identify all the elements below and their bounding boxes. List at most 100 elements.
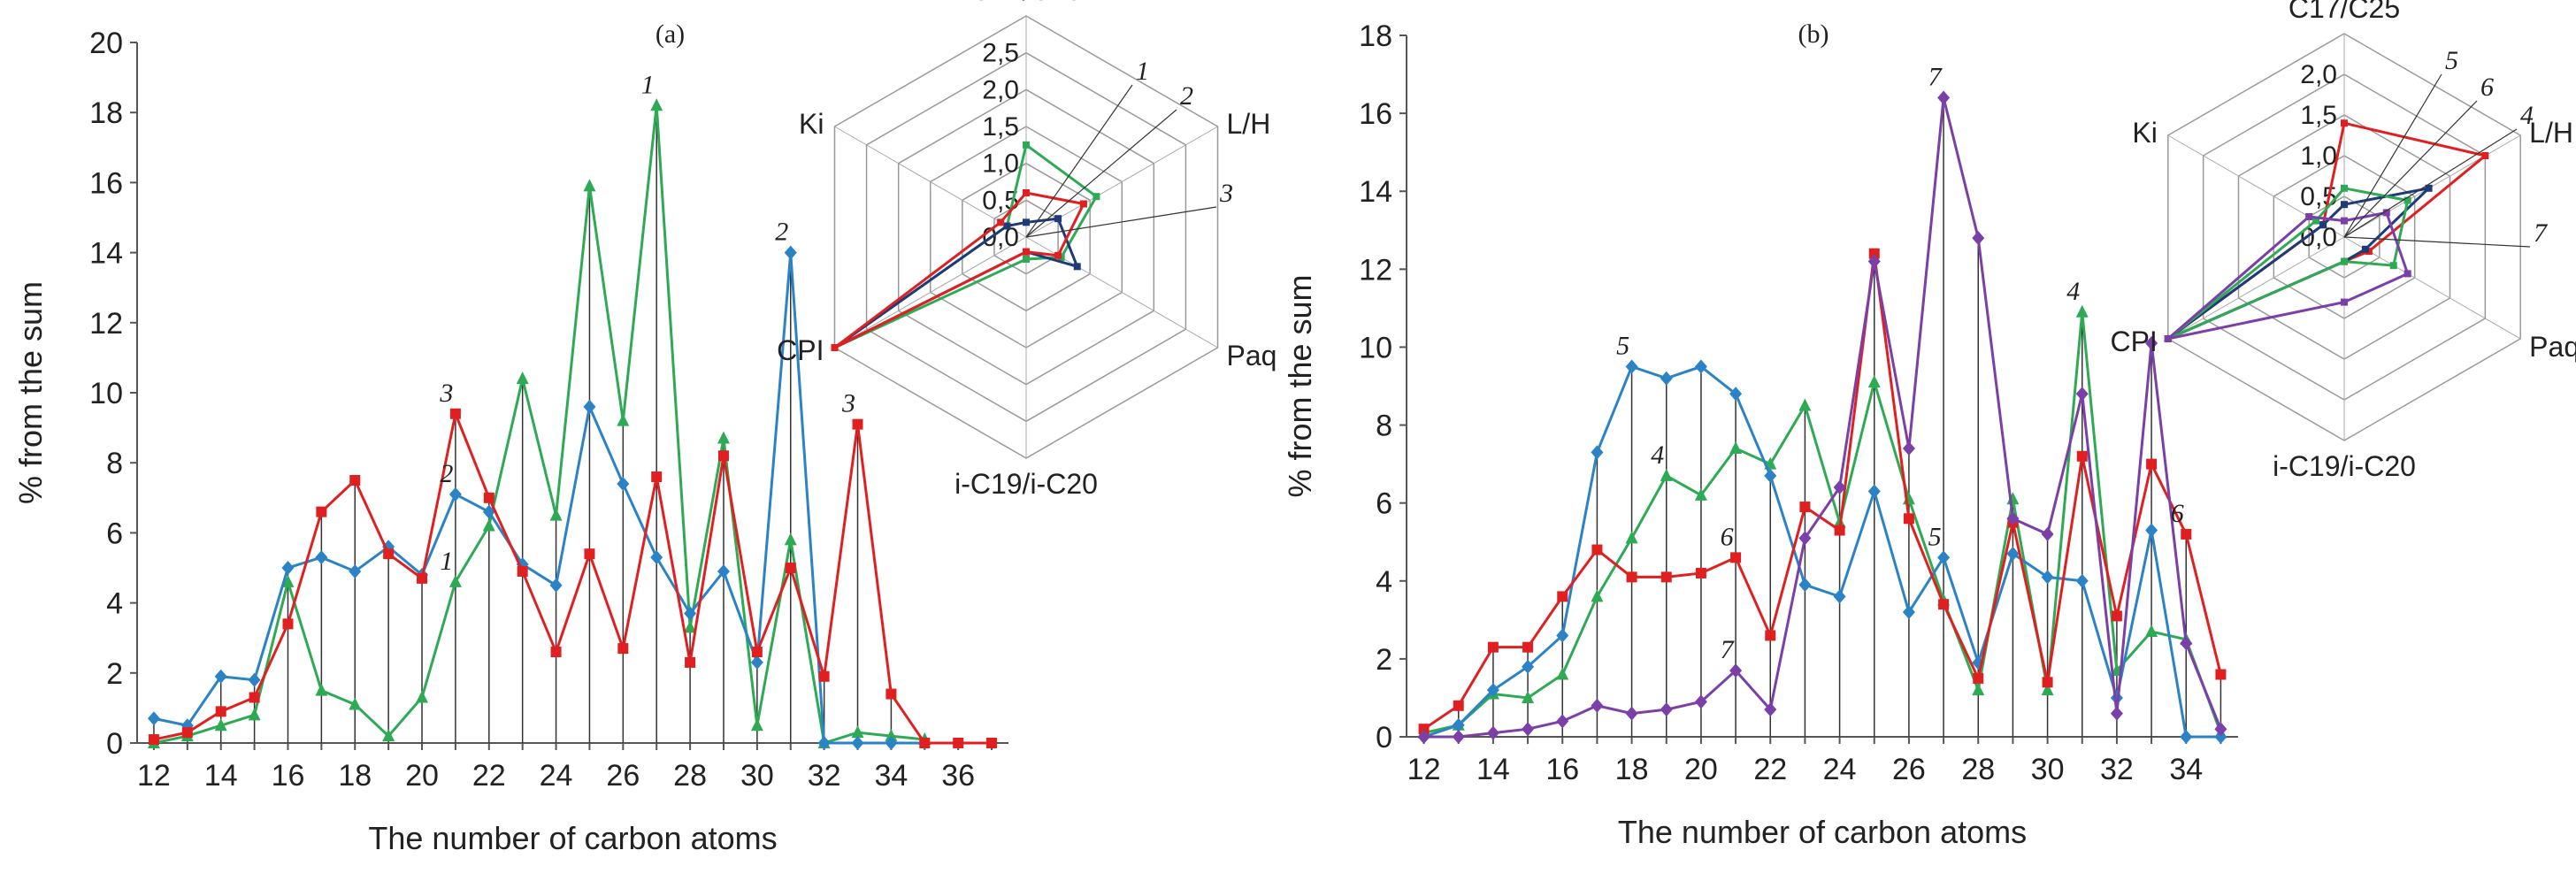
series-1-point-19	[784, 532, 797, 546]
radar-axis-label: i-C19/i-C20	[954, 468, 1098, 500]
x-tick-label: 32	[808, 759, 841, 793]
series-2-point-14	[617, 476, 630, 491]
series-2-point-10	[482, 504, 495, 519]
radar-series-7-point-4	[2164, 335, 2172, 342]
radar-series-number-label: 6	[2480, 73, 2494, 102]
x-tick-label: 18	[338, 759, 372, 793]
x-tick-label: 20	[1684, 753, 1718, 786]
radar-spoke	[2343, 236, 2521, 340]
series-3-point-20	[818, 670, 830, 682]
series-1-point-18	[750, 718, 763, 732]
radar-axis-label: Ki	[799, 108, 824, 140]
series-1-point-3	[248, 708, 261, 721]
series-2-point-13	[583, 399, 596, 414]
series-3-point-9	[449, 408, 461, 419]
series-7-point-18	[2041, 526, 2054, 541]
series-1-point-15	[650, 98, 663, 111]
series-7-point-20	[2110, 706, 2123, 721]
radar-label-leader	[2343, 100, 2478, 238]
radar-series-3-line	[833, 191, 1086, 349]
panel-a-radar-inset: 0,00,51,01,52,02,5C17/C25L/HPaqi-C19/i-C…	[777, 0, 1276, 500]
series-2-point-18	[750, 655, 763, 670]
x-tick-label: 24	[540, 759, 573, 793]
radar-label-leader	[1025, 84, 1133, 238]
series-4-point-3	[1522, 690, 1535, 703]
series-7-point-13	[1867, 254, 1881, 269]
series-5-point-1	[1452, 717, 1465, 732]
series-3-point-11	[517, 565, 528, 577]
radar-tick-label: 1,5	[982, 112, 1019, 142]
radar-series-6	[2164, 184, 2411, 342]
series-6-point-23	[2215, 669, 2227, 680]
series-number-label: 4	[1651, 440, 1664, 470]
series-1-point-9	[448, 574, 462, 587]
series-4-point-5	[1591, 589, 1604, 602]
series-number-label: 2	[775, 218, 788, 247]
series-3-point-14	[617, 643, 629, 655]
y-tick-label: 2	[1376, 643, 1392, 677]
series-4	[1417, 304, 2227, 739]
series-5-point-17	[2006, 546, 2020, 561]
series-1-point-13	[583, 179, 596, 192]
series-5-point-6	[1625, 359, 1638, 374]
x-tick-label: 30	[740, 759, 774, 793]
radar-series-3-point-4	[831, 344, 839, 351]
radar-series-number-label: 2	[1180, 81, 1193, 111]
series-number-label: 4	[2066, 277, 2080, 306]
series-7-point-11	[1798, 531, 1812, 546]
series-7-point-6	[1625, 706, 1638, 721]
radar-label-leader	[2343, 236, 2531, 248]
y-tick-label: 18	[89, 96, 123, 130]
x-tick-label: 22	[472, 759, 506, 793]
series-7-point-16	[1972, 231, 1985, 246]
radar-series-7-point-3	[2341, 298, 2348, 306]
series-4-line	[1423, 311, 2222, 735]
series-5-point-2	[1486, 683, 1499, 698]
series-3	[148, 408, 998, 748]
series-2-point-21	[851, 736, 864, 750]
series-7-point-12	[1833, 480, 1846, 495]
series-3-point-21	[852, 418, 863, 430]
series-2-point-4	[281, 561, 295, 575]
series-3-point-17	[717, 450, 729, 462]
radar-axis-label: Paq	[1227, 340, 1277, 372]
series-7-point-0	[1417, 730, 1430, 744]
series-3-point-19	[785, 563, 796, 573]
radar-series-number-label: 4	[2520, 101, 2534, 130]
y-tick-label: 8	[1376, 410, 1392, 443]
series-1-point-7	[382, 729, 395, 742]
series-1-point-22	[885, 729, 898, 742]
x-tick-label: 12	[1407, 753, 1441, 786]
radar-series-4-point-0	[2341, 119, 2348, 127]
series-5-point-14	[1902, 605, 1915, 620]
series-5-point-5	[1591, 445, 1604, 460]
series-4-point-6	[1625, 531, 1638, 544]
series-3-point-13	[584, 548, 595, 560]
series-7-point-22	[2180, 636, 2193, 651]
series-3-point-18	[751, 647, 763, 658]
radar-series-number-label: 5	[2445, 46, 2458, 75]
series-4-point-8	[1694, 487, 1707, 501]
x-tick-label: 14	[204, 759, 238, 793]
series-3-point-25	[986, 738, 998, 748]
series-number-label: 6	[1721, 522, 1734, 551]
series-5-point-12	[1833, 589, 1846, 604]
radar-series-7-point-0	[2341, 217, 2348, 225]
x-tick-label: 28	[1961, 753, 1995, 786]
series-5-point-21	[2145, 523, 2158, 538]
series-7-point-7	[1660, 702, 1673, 717]
series-3-point-4	[282, 618, 294, 630]
radar-tick-label: 1,0	[2300, 142, 2337, 171]
series-7-point-8	[1694, 694, 1707, 709]
series-7-point-5	[1591, 698, 1604, 713]
series-7-point-3	[1522, 722, 1535, 737]
series-1-point-11	[516, 372, 529, 385]
x-tick-label: 36	[941, 759, 975, 793]
series-6-point-13	[1868, 248, 1880, 259]
series-7	[1417, 90, 2227, 744]
panel-b-radar-inset: 0,00,51,01,52,0C17/C25L/HPaqi-C19/i-C20C…	[2110, 0, 2576, 482]
series-3-point-16	[685, 656, 696, 668]
x-tick-label: 22	[1753, 753, 1787, 786]
